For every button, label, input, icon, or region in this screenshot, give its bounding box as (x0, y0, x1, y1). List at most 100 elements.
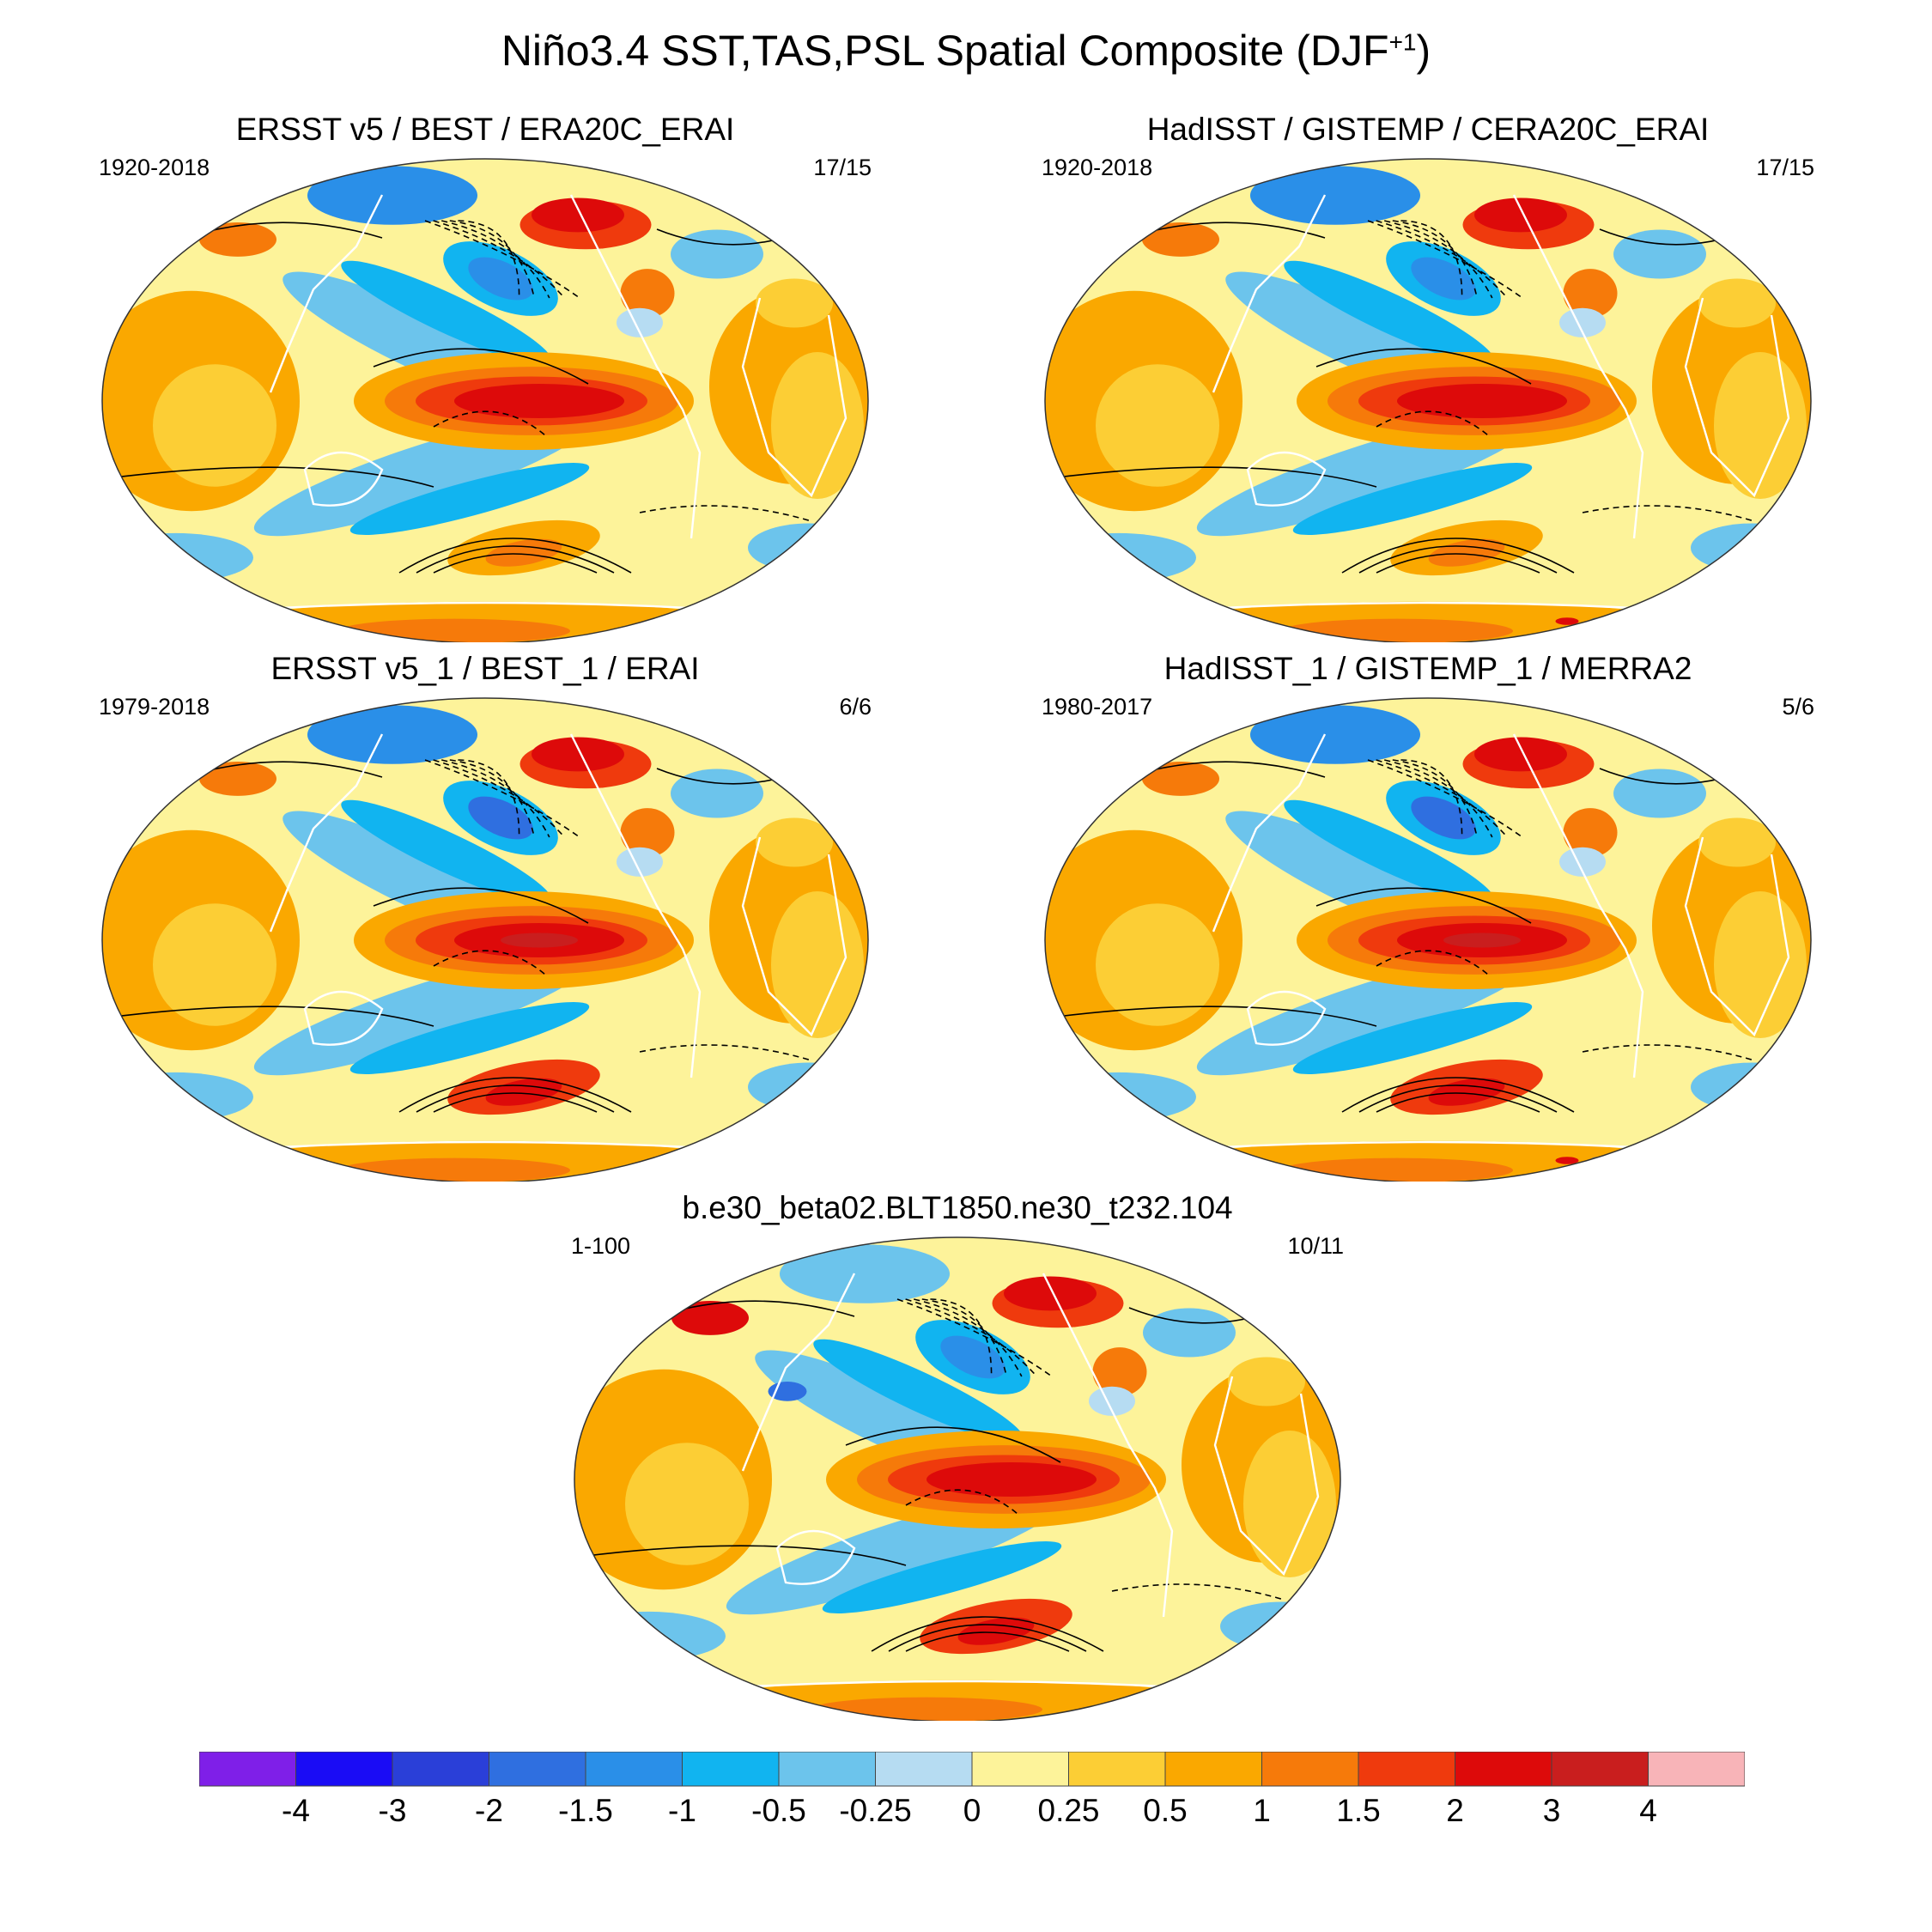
panel-title: HadISST_1 / GISTEMP_1 / MERRA2 (1163, 651, 1692, 686)
coastline-asia (269, 194, 384, 393)
psl-contour-negative (449, 220, 535, 299)
map-panel-ersst-best-era20c: ERSST v5 / BEST / ERA20C_ERAI 1920-2018 … (99, 112, 872, 644)
anomaly-region (1092, 1347, 1147, 1397)
anomaly-region (153, 903, 276, 1026)
anomaly-region (1698, 278, 1776, 328)
psl-contour-negative (1376, 410, 1489, 436)
anomaly-region (1284, 799, 1495, 905)
panel-count: 10/11 (1287, 1233, 1344, 1259)
eurasia-warm (671, 1300, 749, 1335)
anomaly-region (454, 384, 624, 418)
anomaly-region (1698, 817, 1776, 867)
coastline-africa (1213, 1376, 1320, 1577)
colorbar-swatch (971, 1752, 1069, 1787)
colorbar-swatch (295, 1752, 393, 1787)
colorbar-swatch (392, 1752, 489, 1787)
psl-contour-negative (458, 220, 520, 299)
eurasia-warm (1142, 222, 1219, 257)
coastline-americas (1512, 733, 1644, 1078)
psl-contour-negative (930, 1298, 993, 1377)
anomaly-region (811, 1697, 1042, 1721)
anomaly-region (671, 229, 763, 279)
anomaly-region (341, 799, 552, 905)
colorbar-tick-label: -0.25 (839, 1793, 912, 1828)
anomaly-region (756, 278, 833, 328)
psl-contour-negative (1367, 759, 1523, 838)
psl-contour-negative (449, 759, 535, 838)
anomaly-region (1613, 229, 1706, 279)
anomaly-region (659, 1256, 714, 1272)
colorbar-swatch (875, 1752, 973, 1787)
anomaly-region (1281, 1157, 1513, 1182)
coastline-australia (775, 1529, 856, 1585)
map-outline (574, 1236, 1341, 1721)
coastline-australia (303, 451, 384, 507)
colorbar-swatch (1358, 1752, 1455, 1787)
psl-contour-negative (433, 410, 546, 436)
composite-map (101, 158, 869, 642)
psl-contour-positive (416, 545, 615, 574)
anomaly-region (102, 1072, 253, 1121)
panel-count: 6/6 (839, 694, 872, 720)
psl-contour-positive (579, 1545, 907, 1566)
psl-contour-positive (871, 1616, 1104, 1652)
psl-contour-positive (1315, 887, 1532, 924)
psl-contour-negative (905, 1489, 1018, 1515)
anomaly-region (1284, 260, 1495, 366)
colorbar-tick-label: -2 (475, 1793, 503, 1828)
anomaly-region (1228, 1357, 1305, 1406)
panel-years: 1979-2018 (99, 694, 210, 720)
panel-years: 1920-2018 (1042, 155, 1153, 180)
psl-contour-negative (1376, 220, 1509, 299)
anomaly-region (501, 933, 578, 948)
panel-title: ERSST v5_1 / BEST_1 / ERAI (270, 651, 700, 686)
siberia-cold (307, 705, 477, 764)
anomaly-region (532, 197, 624, 233)
anomaly-region (756, 817, 833, 867)
colorbar-swatch (1164, 1752, 1262, 1787)
psl-contour-positive (1358, 545, 1558, 574)
psl-contour-negative (424, 220, 580, 299)
coastline-africa (741, 836, 848, 1037)
psl-contour-negative (1392, 759, 1478, 838)
psl-contour-negative (639, 505, 812, 522)
panel-title: ERSST v5 / BEST / ERA20C_ERAI (235, 112, 735, 147)
anomaly-region (813, 1339, 1024, 1444)
anomaly-region (1590, 617, 1606, 625)
psl-contour-positive (416, 1084, 615, 1113)
anomaly-region (620, 808, 675, 858)
coastline-asia (1212, 194, 1327, 393)
anomaly-region (1474, 197, 1567, 233)
eurasia-warm (199, 761, 276, 796)
coastline-asia (1212, 733, 1327, 933)
psl-contour-negative (896, 1298, 1053, 1377)
colorbar-swatch (1068, 1752, 1166, 1787)
colorbar-tick-label: 4 (1639, 1793, 1657, 1828)
anomaly-region (1563, 808, 1618, 858)
anomaly-region (349, 1002, 590, 1074)
anomaly-region (153, 364, 276, 487)
anomaly-region (633, 1254, 741, 1284)
map-panel-hadisst-gistemp-cera20c: HadISST / GISTEMP / CERA20C_ERAI 1920-20… (1042, 112, 1814, 644)
map-outline (1044, 697, 1812, 1182)
psl-contour-positive (398, 538, 632, 574)
siberia-cold (1250, 166, 1420, 225)
coastline-australia (1246, 990, 1327, 1046)
composite-map (1044, 158, 1812, 642)
psl-contour-negative (1392, 220, 1478, 299)
coastline-americas (1042, 1273, 1174, 1618)
colorbar-tick-label: 1.5 (1336, 1793, 1381, 1828)
coastline-americas (569, 194, 702, 539)
psl-contour-positive (888, 1624, 1087, 1652)
coastline-africa (1684, 297, 1790, 498)
anomaly-region (620, 269, 675, 319)
anomaly-region (1143, 1308, 1236, 1358)
colorbar-tick-label: 0.25 (1037, 1793, 1100, 1828)
colorbar-tick-label: -1.5 (558, 1793, 613, 1828)
anomaly-region (349, 463, 590, 535)
panel-years: 1-100 (571, 1233, 631, 1259)
panel-title: b.e30_beta02.BLT1850.ne30_t232.104 (682, 1190, 1233, 1225)
psl-contour-positive (1358, 1084, 1558, 1113)
psl-contour-positive (106, 1005, 434, 1027)
anomaly-region (822, 1541, 1062, 1613)
